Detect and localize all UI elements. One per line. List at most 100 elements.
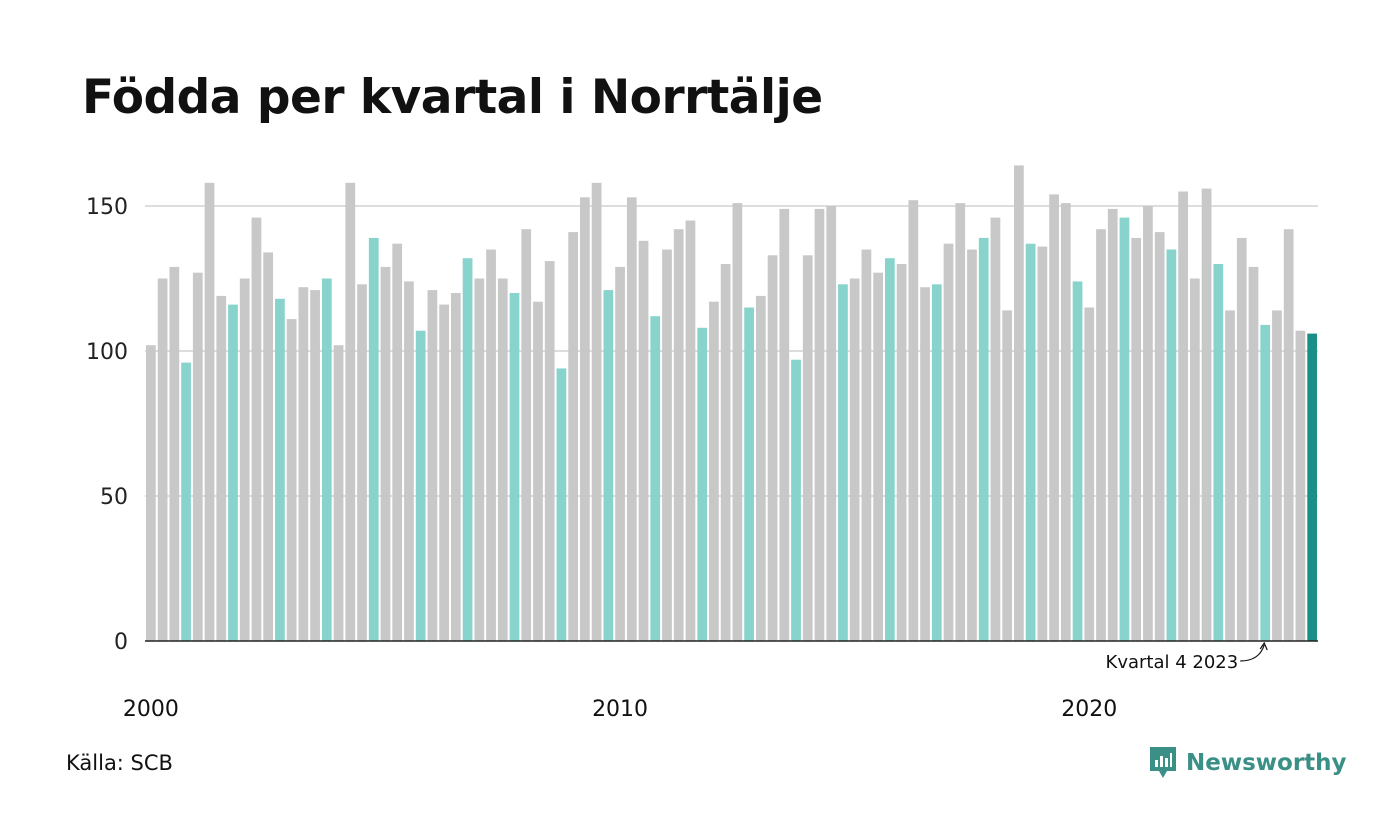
bar xyxy=(1178,191,1188,641)
bar xyxy=(462,258,473,641)
bar xyxy=(603,290,614,641)
bar xyxy=(1236,237,1247,641)
bar xyxy=(849,278,860,641)
bar xyxy=(310,290,320,641)
annotation-arrowhead xyxy=(1259,641,1268,651)
bar xyxy=(368,237,379,641)
source-label: Källa: SCB xyxy=(66,751,173,775)
bar xyxy=(427,290,438,641)
bar xyxy=(521,229,532,641)
bar xyxy=(744,307,754,641)
bar xyxy=(615,266,625,641)
bar xyxy=(486,249,496,641)
bar xyxy=(920,287,930,641)
bar xyxy=(1049,194,1059,641)
bar xyxy=(967,249,977,641)
bar xyxy=(1131,237,1142,641)
bar xyxy=(533,301,543,641)
brand-name: Newsworthy xyxy=(1186,750,1347,776)
brand-logo[interactable]: Newsworthy xyxy=(1148,745,1347,781)
newsworthy-logo-icon xyxy=(1150,747,1176,778)
bar xyxy=(1025,243,1036,641)
bar xyxy=(404,281,414,641)
bar xyxy=(955,203,966,641)
bar xyxy=(263,252,274,641)
bar xyxy=(228,304,238,641)
bar xyxy=(1143,206,1153,641)
x-tick-label: 2010 xyxy=(592,697,648,722)
annotation-arrow xyxy=(1240,644,1265,662)
bar xyxy=(251,217,262,641)
bar xyxy=(1201,188,1212,641)
bars xyxy=(146,165,1318,642)
bar xyxy=(791,359,801,641)
bar xyxy=(814,208,825,641)
bar xyxy=(755,295,766,641)
bar xyxy=(497,278,508,641)
bar xyxy=(861,249,872,641)
bar xyxy=(509,293,520,641)
bar xyxy=(1260,324,1271,641)
bar xyxy=(709,301,719,641)
bar xyxy=(1213,264,1224,641)
bar xyxy=(181,362,191,641)
y-tick-label: 100 xyxy=(86,340,128,365)
y-tick-label: 50 xyxy=(100,485,128,510)
bar xyxy=(1248,266,1259,641)
bar xyxy=(1002,310,1013,641)
bar xyxy=(720,264,731,641)
x-tick-label: 2020 xyxy=(1061,697,1117,722)
bar xyxy=(638,240,649,642)
axis-labels: 0 50 100 150 2000 2010 2020 xyxy=(86,195,1117,722)
bar xyxy=(146,345,156,641)
bar xyxy=(884,258,895,641)
y-tick-label: 0 xyxy=(114,630,128,655)
annotation: Kvartal 4 2023 xyxy=(1106,641,1268,673)
bar xyxy=(275,298,285,641)
bar xyxy=(896,264,907,641)
bar xyxy=(779,208,790,641)
bar xyxy=(591,182,602,642)
x-tick-label: 2000 xyxy=(123,697,179,722)
bar xyxy=(415,330,426,641)
grid-lines xyxy=(145,205,1318,497)
bar xyxy=(1189,278,1200,641)
bar xyxy=(157,278,168,641)
bar xyxy=(580,197,590,642)
chart-title: Födda per kvartal i Norrtälje xyxy=(82,70,823,125)
bar xyxy=(626,197,637,642)
bar xyxy=(450,293,461,641)
bar xyxy=(1084,307,1095,641)
bar xyxy=(556,368,567,641)
bar xyxy=(1295,330,1306,641)
bar xyxy=(357,284,367,641)
bar xyxy=(650,316,661,641)
bar xyxy=(1107,208,1118,641)
bar xyxy=(1272,310,1282,641)
bar xyxy=(826,206,837,641)
bar xyxy=(568,232,579,641)
bar xyxy=(1060,203,1071,641)
bar-latest xyxy=(1307,333,1318,641)
bar xyxy=(990,217,1001,641)
bar-chart: 0 50 100 150 2000 2010 2020 Kvartal 4 2023 xyxy=(86,165,1318,722)
bar xyxy=(908,200,919,641)
bar xyxy=(873,272,883,641)
bar xyxy=(931,284,942,641)
bar xyxy=(1096,229,1106,641)
bar xyxy=(943,243,954,641)
bar xyxy=(345,182,356,642)
bar xyxy=(204,182,215,642)
bar xyxy=(1072,281,1083,641)
bar xyxy=(838,284,848,641)
bar xyxy=(1014,165,1024,641)
bar xyxy=(1283,229,1294,641)
bar xyxy=(662,249,672,641)
bar xyxy=(767,255,778,642)
bar xyxy=(1225,310,1235,641)
bar xyxy=(192,272,203,641)
bar xyxy=(1166,249,1177,641)
y-tick-label: 150 xyxy=(86,195,128,220)
bar xyxy=(298,287,309,641)
bar xyxy=(1119,217,1130,641)
